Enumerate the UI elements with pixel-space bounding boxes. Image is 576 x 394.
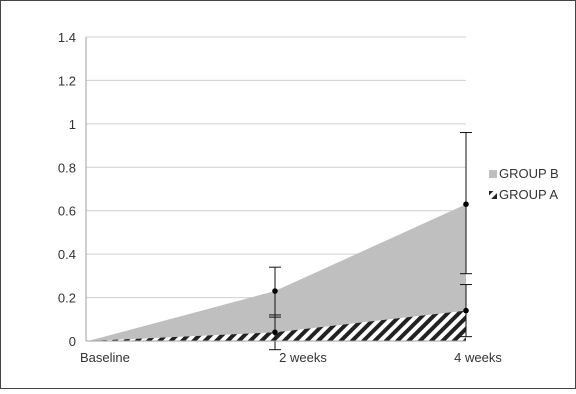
y-tick-label: 0.4 bbox=[58, 247, 76, 262]
data-point bbox=[463, 307, 469, 314]
y-tick-label: 1.4 bbox=[58, 30, 76, 45]
y-tick-label: 0 bbox=[69, 334, 76, 349]
error-bars bbox=[269, 132, 472, 351]
data-point bbox=[272, 288, 278, 294]
legend: GROUP B GROUP A bbox=[489, 166, 559, 202]
area-group-a bbox=[88, 310, 466, 341]
x-tick-label: 4 weeks bbox=[454, 350, 502, 365]
y-tick-label: 0.6 bbox=[58, 204, 76, 219]
legend-swatch bbox=[489, 191, 497, 199]
x-tick-label: Baseline bbox=[80, 350, 130, 365]
y-tick-label: 0.2 bbox=[58, 291, 76, 306]
y-tick-label: 1 bbox=[69, 117, 76, 132]
legend-label: GROUP B bbox=[499, 166, 559, 181]
axes: 0 0.2 0.4 0.6 0.8 1 1.2 1.4 Baseline 2 weeks 4 wee… bbox=[58, 30, 502, 365]
legend-swatch bbox=[489, 170, 497, 178]
legend-label: GROUP A bbox=[499, 187, 558, 202]
data-point bbox=[272, 329, 278, 336]
area-group-b bbox=[88, 204, 466, 341]
area-series bbox=[88, 204, 466, 341]
x-tick-label: 2 weeks bbox=[279, 350, 327, 365]
y-tick-label: 1.2 bbox=[58, 73, 76, 88]
data-point bbox=[463, 201, 469, 207]
y-tick-label: 0.8 bbox=[58, 160, 76, 175]
